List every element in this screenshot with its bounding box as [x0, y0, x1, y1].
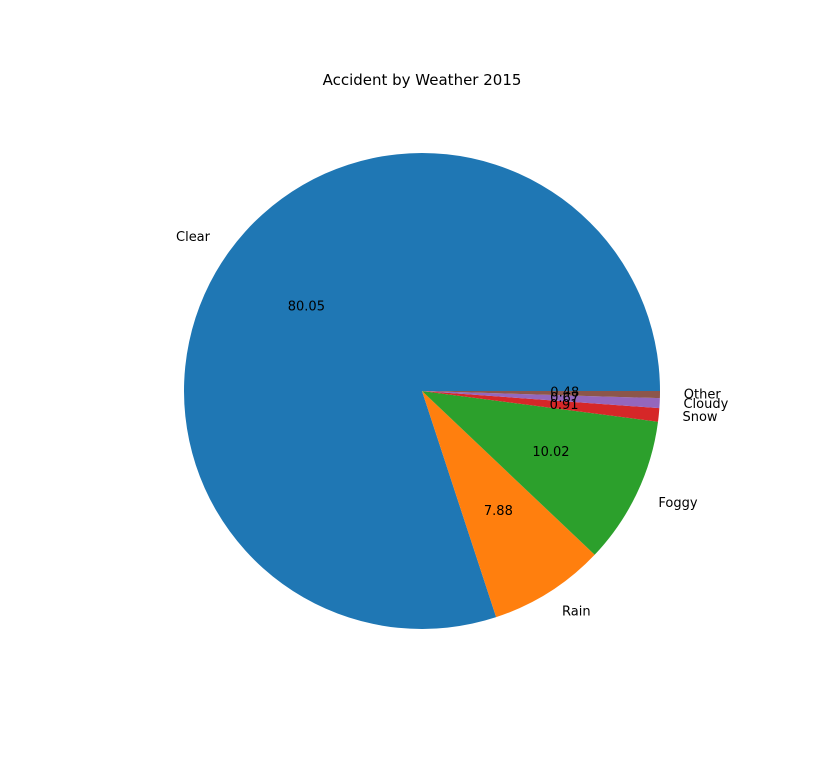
chart-title: Accident by Weather 2015 [323, 71, 522, 89]
value-label-other: 0.48 [550, 386, 579, 401]
label-cloudy: Cloudy [683, 397, 728, 412]
value-label-cloudy: 0.67 [550, 391, 579, 406]
slice-rain [422, 391, 595, 618]
slice-other [422, 391, 660, 399]
pie-labels: Clear 80.05 Rain 7.88 Foggy 10.02 Snow 0.91 Clou… [176, 230, 729, 620]
slice-snow [422, 391, 660, 422]
value-label-clear: 80.05 [288, 300, 325, 315]
pie-slices [184, 153, 660, 630]
value-label-foggy: 10.02 [532, 445, 569, 460]
label-snow: Snow [682, 410, 717, 425]
label-rain: Rain [562, 605, 591, 620]
label-other: Other [684, 387, 722, 402]
label-clear: Clear [176, 230, 211, 245]
value-label-rain: 7.88 [484, 504, 513, 519]
slice-clear [184, 153, 660, 630]
label-foggy: Foggy [658, 496, 697, 511]
slice-cloudy [422, 391, 660, 409]
value-label-snow: 0.91 [550, 398, 579, 413]
slice-foggy [422, 391, 659, 555]
